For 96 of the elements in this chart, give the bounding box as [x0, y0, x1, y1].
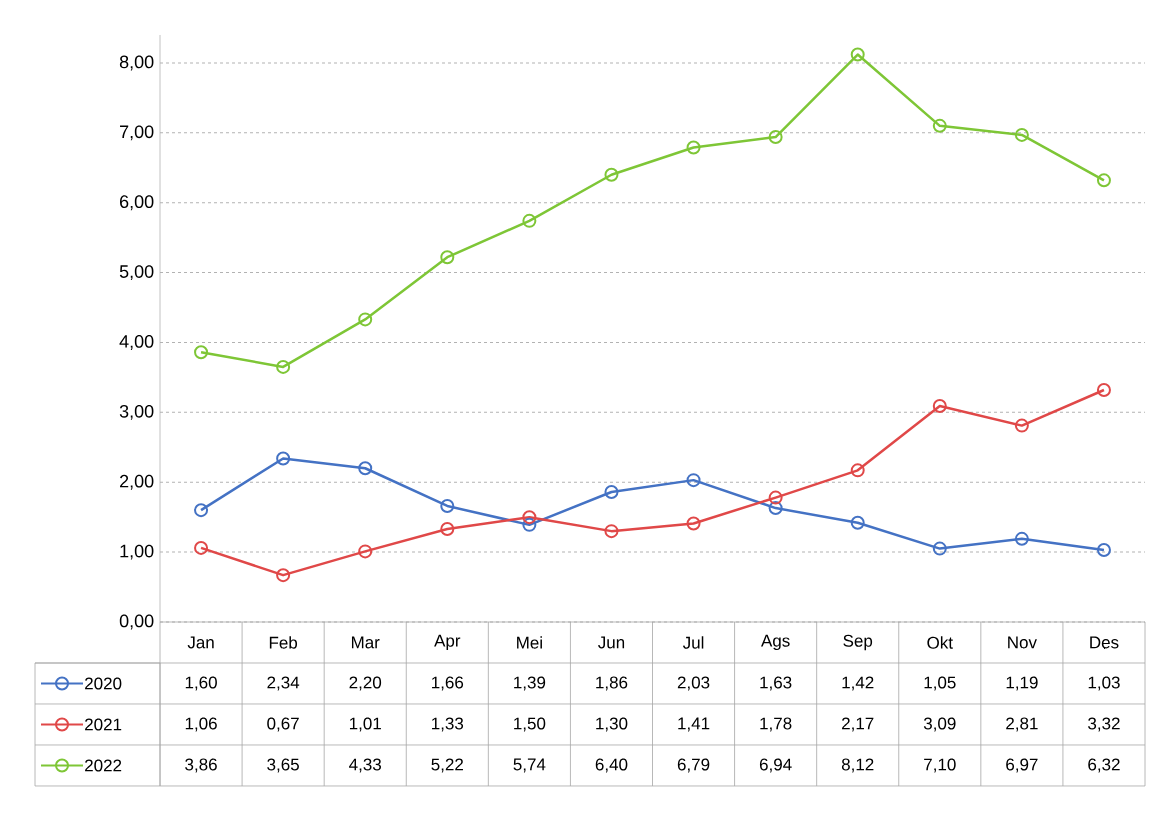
point: [686, 140, 701, 155]
point: [850, 515, 865, 530]
y-tick-label: 1,00: [120, 544, 154, 560]
data-label: 1,03: [1088, 676, 1120, 691]
y-tick-label: 2,00: [120, 474, 154, 490]
data-label: 1,86: [596, 676, 628, 691]
point: [522, 517, 537, 532]
data-label: 1,30: [596, 717, 628, 732]
data-label: 1,50: [514, 717, 546, 732]
point: [358, 312, 373, 327]
point: [194, 540, 209, 555]
data-label: 2,03: [677, 676, 710, 691]
x-tick-label: Feb: [269, 636, 298, 649]
point: [604, 485, 619, 500]
point: [358, 544, 373, 559]
data-label: 1,42: [842, 676, 874, 691]
point: [1096, 382, 1111, 397]
data-label: 6,97: [1006, 758, 1038, 773]
y-tick-label: 0,00: [119, 614, 154, 630]
data-label: 2,20: [349, 676, 382, 691]
data-label: 1,33: [432, 717, 464, 732]
point: [604, 167, 619, 182]
x-tick-label: Mar: [351, 636, 380, 649]
data-label: 6,79: [677, 758, 710, 773]
point: [850, 463, 865, 478]
point: [440, 522, 455, 537]
data-label: 2,17: [842, 717, 874, 732]
x-tick-label: Sep: [843, 634, 873, 651]
data-label: 4,33: [349, 758, 382, 773]
x-tick-label: Apr: [434, 634, 461, 651]
y-tick-label: 4,00: [119, 335, 154, 350]
data-label: 0,67: [267, 717, 299, 732]
x-tick-label: Okt: [927, 636, 953, 649]
data-label: 2,34: [267, 676, 300, 691]
data-label: 8,12: [841, 758, 874, 773]
point: [276, 568, 291, 583]
point: [768, 501, 783, 516]
y-tick-label: 5,00: [119, 265, 154, 281]
point: [686, 516, 701, 531]
y-tick-label: 3,00: [119, 404, 154, 420]
x-tick-label: Ags: [761, 634, 790, 651]
data-label: 1,39: [514, 676, 546, 691]
data-label: 1,66: [432, 676, 464, 691]
point: [768, 130, 783, 145]
point: [440, 250, 455, 265]
point: [932, 541, 947, 556]
data-label: 1,19: [1006, 676, 1038, 691]
legend-label: 2022: [85, 759, 122, 772]
y-tick-label: 8,00: [119, 55, 154, 71]
point: [440, 498, 455, 513]
data-label: 3,32: [1088, 717, 1120, 732]
data-label: 3,09: [923, 717, 956, 732]
point: [1096, 173, 1111, 188]
point: [768, 490, 783, 505]
point: [1014, 418, 1029, 433]
data-label: 1,05: [924, 676, 956, 691]
point: [194, 503, 209, 518]
x-tick-label: Mei: [517, 636, 542, 649]
data-label: 3,86: [185, 758, 217, 773]
point: [932, 118, 947, 133]
point: [604, 524, 619, 539]
point: [932, 399, 947, 414]
point: [276, 451, 291, 466]
legend-label: 2021: [85, 718, 122, 731]
data-label: 7,10: [924, 758, 956, 773]
point: [522, 510, 537, 525]
data-label: 6,32: [1088, 758, 1120, 773]
point: [194, 345, 209, 360]
data-label: 6,40: [595, 758, 628, 773]
point: [1014, 531, 1029, 546]
data-label: 5,74: [513, 758, 546, 773]
data-label: 1,63: [760, 676, 792, 691]
y-tick-label: 6,00: [120, 195, 154, 211]
point: [522, 213, 537, 228]
legend-label: 2020: [85, 677, 122, 690]
point: [686, 473, 701, 488]
data-label: 1,41: [678, 717, 710, 732]
x-tick-label: Jun: [598, 636, 625, 649]
data-label: 5,22: [431, 758, 463, 773]
point: [1096, 543, 1111, 558]
point: [276, 359, 291, 374]
data-label: 1,60: [185, 676, 217, 691]
data-label: 1,06: [185, 717, 217, 732]
y-tick-label: 7,00: [120, 125, 154, 141]
point: [358, 461, 373, 476]
x-tick-label: Jul: [682, 636, 704, 649]
data-label: 1,78: [760, 717, 792, 732]
data-label: 2,81: [1006, 717, 1038, 732]
data-label: 1,01: [349, 717, 381, 732]
point: [850, 47, 865, 62]
x-tick-label: Jan: [187, 636, 214, 649]
x-tick-label: Nov: [1008, 636, 1037, 649]
data-label: 6,94: [759, 758, 792, 773]
x-tick-label: Des: [1090, 636, 1119, 649]
data-label: 3,65: [267, 758, 299, 773]
point: [1014, 127, 1029, 142]
